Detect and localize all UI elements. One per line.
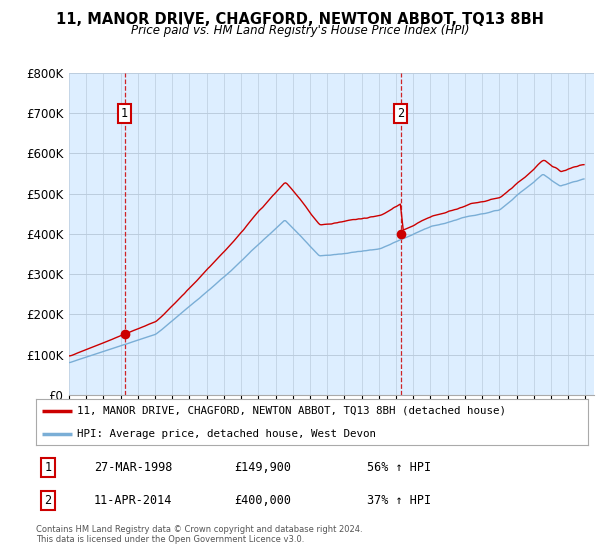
Text: HPI: Average price, detached house, West Devon: HPI: Average price, detached house, West… [77,429,376,438]
Text: Contains HM Land Registry data © Crown copyright and database right 2024.: Contains HM Land Registry data © Crown c… [36,525,362,534]
Text: 1: 1 [44,461,52,474]
Text: 2: 2 [44,494,52,507]
Text: 27-MAR-1998: 27-MAR-1998 [94,461,172,474]
Text: 37% ↑ HPI: 37% ↑ HPI [367,494,431,507]
Text: £149,900: £149,900 [235,461,292,474]
Text: 11, MANOR DRIVE, CHAGFORD, NEWTON ABBOT, TQ13 8BH (detached house): 11, MANOR DRIVE, CHAGFORD, NEWTON ABBOT,… [77,406,506,416]
Text: 2: 2 [397,106,404,119]
Text: This data is licensed under the Open Government Licence v3.0.: This data is licensed under the Open Gov… [36,535,304,544]
Text: 11-APR-2014: 11-APR-2014 [94,494,172,507]
Text: Price paid vs. HM Land Registry's House Price Index (HPI): Price paid vs. HM Land Registry's House … [131,24,469,37]
Text: 11, MANOR DRIVE, CHAGFORD, NEWTON ABBOT, TQ13 8BH: 11, MANOR DRIVE, CHAGFORD, NEWTON ABBOT,… [56,12,544,27]
Text: £400,000: £400,000 [235,494,292,507]
Text: 1: 1 [121,106,128,119]
Text: 56% ↑ HPI: 56% ↑ HPI [367,461,431,474]
